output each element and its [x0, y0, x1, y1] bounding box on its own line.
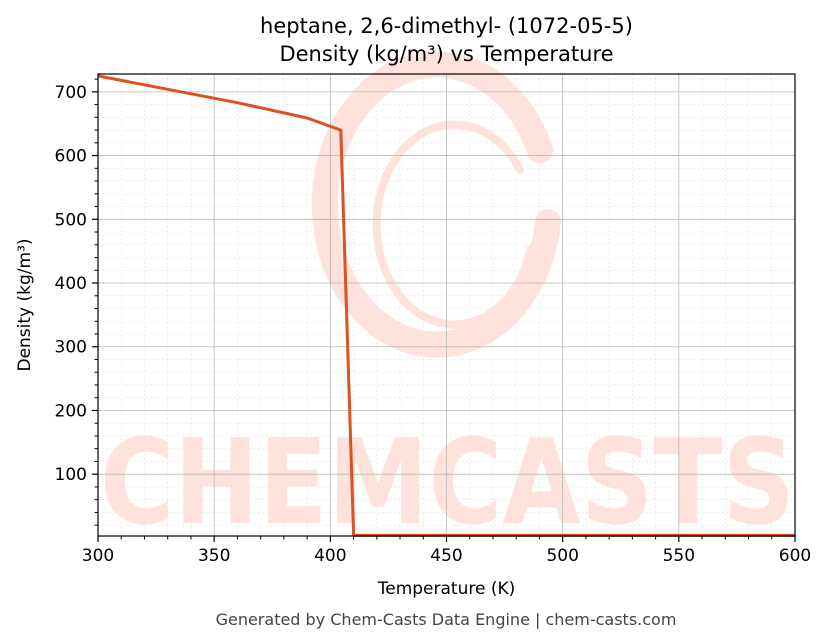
x-tick-label: 550 [663, 546, 695, 566]
y-tick-label: 200 [55, 401, 87, 421]
x-tick-label: 300 [82, 546, 114, 566]
y-tick-label: 700 [55, 83, 87, 103]
x-tick-label: 600 [779, 546, 811, 566]
logo-ring [311, 51, 561, 358]
y-tick-label: 500 [55, 210, 87, 230]
x-tick-label: 350 [198, 546, 230, 566]
chart-subtitle: Density (kg/m³) vs Temperature [279, 42, 613, 66]
x-tick-label: 400 [314, 546, 346, 566]
footer-credit: Generated by Chem-Casts Data Engine | ch… [216, 610, 677, 629]
y-axis-label: Density (kg/m³) [15, 238, 35, 371]
x-tick-label: 450 [430, 546, 462, 566]
y-tick-label: 100 [55, 465, 87, 485]
x-tick-label: 500 [546, 546, 578, 566]
y-tick-label: 400 [55, 274, 87, 294]
y-tick-label: 600 [55, 147, 87, 167]
axis-ticks: 300 350 400 450 500 550 600 100 200 300 400 500 600 7… [55, 78, 811, 566]
chemcasts-watermark-text: CHEMCASTS [100, 413, 795, 551]
logo-inner-ring [372, 120, 534, 329]
chart-title: heptane, 2,6-dimethyl- (1072-05-5) [260, 14, 633, 38]
y-tick-label: 300 [55, 338, 87, 358]
chemcasts-logo-icon [311, 51, 561, 358]
x-axis-label: Temperature (K) [377, 579, 516, 599]
